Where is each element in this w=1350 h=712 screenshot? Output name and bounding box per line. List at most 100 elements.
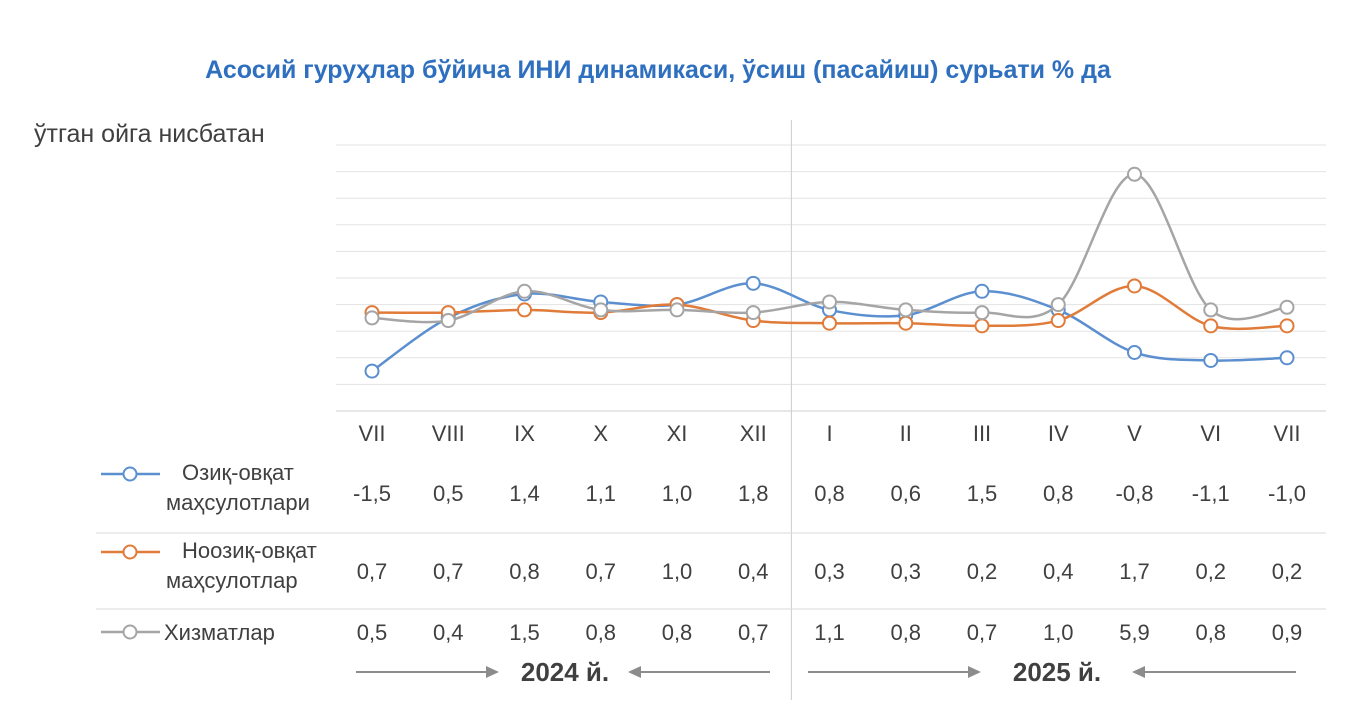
- data-point: [1127, 278, 1142, 294]
- data-point: [1203, 352, 1219, 368]
- table-cell: 0,8: [1043, 481, 1074, 506]
- x-tick-label: XII: [740, 421, 767, 446]
- table-cell: 1,8: [738, 481, 769, 506]
- table-cell: 1,1: [814, 620, 845, 645]
- data-point: [822, 294, 837, 310]
- table-cell: 0,9: [1272, 620, 1303, 645]
- table-cell: 5,9: [1119, 620, 1150, 645]
- table-cell: 1,7: [1119, 559, 1150, 584]
- data-point: [974, 305, 990, 321]
- data-point: [898, 315, 914, 331]
- x-tick-label: VII: [1274, 421, 1301, 446]
- legend-label: Озиқ-овқат: [182, 460, 294, 485]
- x-tick-label: X: [593, 421, 608, 446]
- x-tick-label: IX: [514, 421, 535, 446]
- series-lines: [364, 166, 1295, 379]
- data-point: [593, 302, 609, 318]
- data-point: [745, 305, 761, 321]
- table-cell: 0,8: [662, 620, 693, 645]
- data-point: [364, 310, 380, 326]
- data-point: [1050, 313, 1066, 329]
- table-cell: 0,7: [967, 620, 998, 645]
- table-cell: 0,4: [738, 559, 769, 584]
- year-label: 2024 й.: [521, 657, 609, 687]
- data-point: [1050, 297, 1066, 313]
- data-point: [974, 318, 990, 334]
- table-cell: 0,8: [814, 481, 845, 506]
- data-point: [517, 283, 532, 299]
- data-table: Озиқ-овқат маҳсулотлари -1,5 0,5 1,4 1,1 1,0 1,…: [96, 460, 1326, 645]
- data-point: [1279, 318, 1295, 334]
- data-point: [822, 315, 837, 331]
- table-cell: 0,7: [433, 559, 464, 584]
- legend-marker: [122, 624, 138, 640]
- legend-label: маҳсулотлар: [166, 568, 298, 593]
- x-tick-label: III: [973, 421, 991, 446]
- table-cell: 0,8: [890, 620, 921, 645]
- table-cell: 0,7: [738, 620, 769, 645]
- table-cell: -0,8: [1116, 481, 1154, 506]
- table-cell: 0,4: [1043, 559, 1074, 584]
- data-point: [1203, 318, 1219, 334]
- x-tick-labels: VII VIII IX X XI XII I II III IV V VI VII: [359, 421, 1301, 446]
- table-cell: 0,7: [357, 559, 388, 584]
- data-point: [440, 313, 456, 329]
- x-tick-label: VIII: [432, 421, 465, 446]
- x-tick-label: VI: [1200, 421, 1221, 446]
- table-cell: 0,7: [585, 559, 616, 584]
- data-point: [745, 275, 761, 291]
- x-tick-label: V: [1127, 421, 1142, 446]
- legend-marker: [122, 466, 138, 482]
- data-point: [974, 283, 990, 299]
- table-cell: 0,6: [890, 481, 921, 506]
- x-tick-label: VII: [359, 421, 386, 446]
- year-labels: 2024 й. 2025 й.: [356, 657, 1296, 687]
- table-cell: 1,0: [662, 559, 693, 584]
- table-cell: 0,5: [433, 481, 464, 506]
- table-cell: 0,5: [357, 620, 388, 645]
- data-point: [898, 302, 914, 318]
- table-cell: 1,1: [585, 481, 616, 506]
- table-cell: 0,2: [967, 559, 998, 584]
- year-arrow-head: [628, 666, 641, 678]
- data-point: [1203, 302, 1219, 318]
- table-cell: 0,8: [585, 620, 616, 645]
- year-label: 2025 й.: [1013, 657, 1101, 687]
- table-cell: -1,1: [1192, 481, 1230, 506]
- data-point: [1279, 299, 1295, 315]
- chart-subtitle: ўтган ойга нисбатан: [34, 120, 265, 148]
- gridlines: [336, 120, 1326, 700]
- table-cell: 1,5: [509, 620, 540, 645]
- table-cell: 0,8: [1195, 620, 1226, 645]
- x-tick-label: IV: [1048, 421, 1069, 446]
- data-point: [517, 302, 532, 318]
- table-cell: -1,0: [1268, 481, 1306, 506]
- year-arrow-head: [1132, 666, 1145, 678]
- legend-marker: [122, 544, 138, 560]
- x-tick-label: I: [826, 421, 832, 446]
- table-cell: -1,5: [353, 481, 391, 506]
- data-point: [364, 363, 380, 379]
- table-cell: 1,0: [1043, 620, 1074, 645]
- table-cell: 0,2: [1272, 559, 1303, 584]
- table-cell: 1,0: [662, 481, 693, 506]
- table-cell: 0,3: [890, 559, 921, 584]
- table-cell: 1,4: [509, 481, 540, 506]
- table-cell: 0,2: [1195, 559, 1226, 584]
- year-arrow-head: [486, 666, 499, 678]
- legend-label: Ноозиқ-овқат: [182, 538, 317, 563]
- data-point: [669, 302, 685, 318]
- table-cell: 0,8: [509, 559, 540, 584]
- data-point: [1127, 344, 1142, 360]
- x-tick-label: II: [900, 421, 912, 446]
- data-point: [1127, 166, 1142, 182]
- table-cell: 0,3: [814, 559, 845, 584]
- table-cell: 1,5: [967, 481, 998, 506]
- table-cell: 0,4: [433, 620, 464, 645]
- chart-title: Асосий гуруҳлар бўйича ИНИ динамикаси, ў…: [205, 56, 1112, 84]
- legend-label: маҳсулотлари: [166, 490, 310, 515]
- legend-label: Хизматлар: [164, 620, 275, 645]
- x-tick-label: XI: [667, 421, 688, 446]
- data-point: [1279, 350, 1295, 366]
